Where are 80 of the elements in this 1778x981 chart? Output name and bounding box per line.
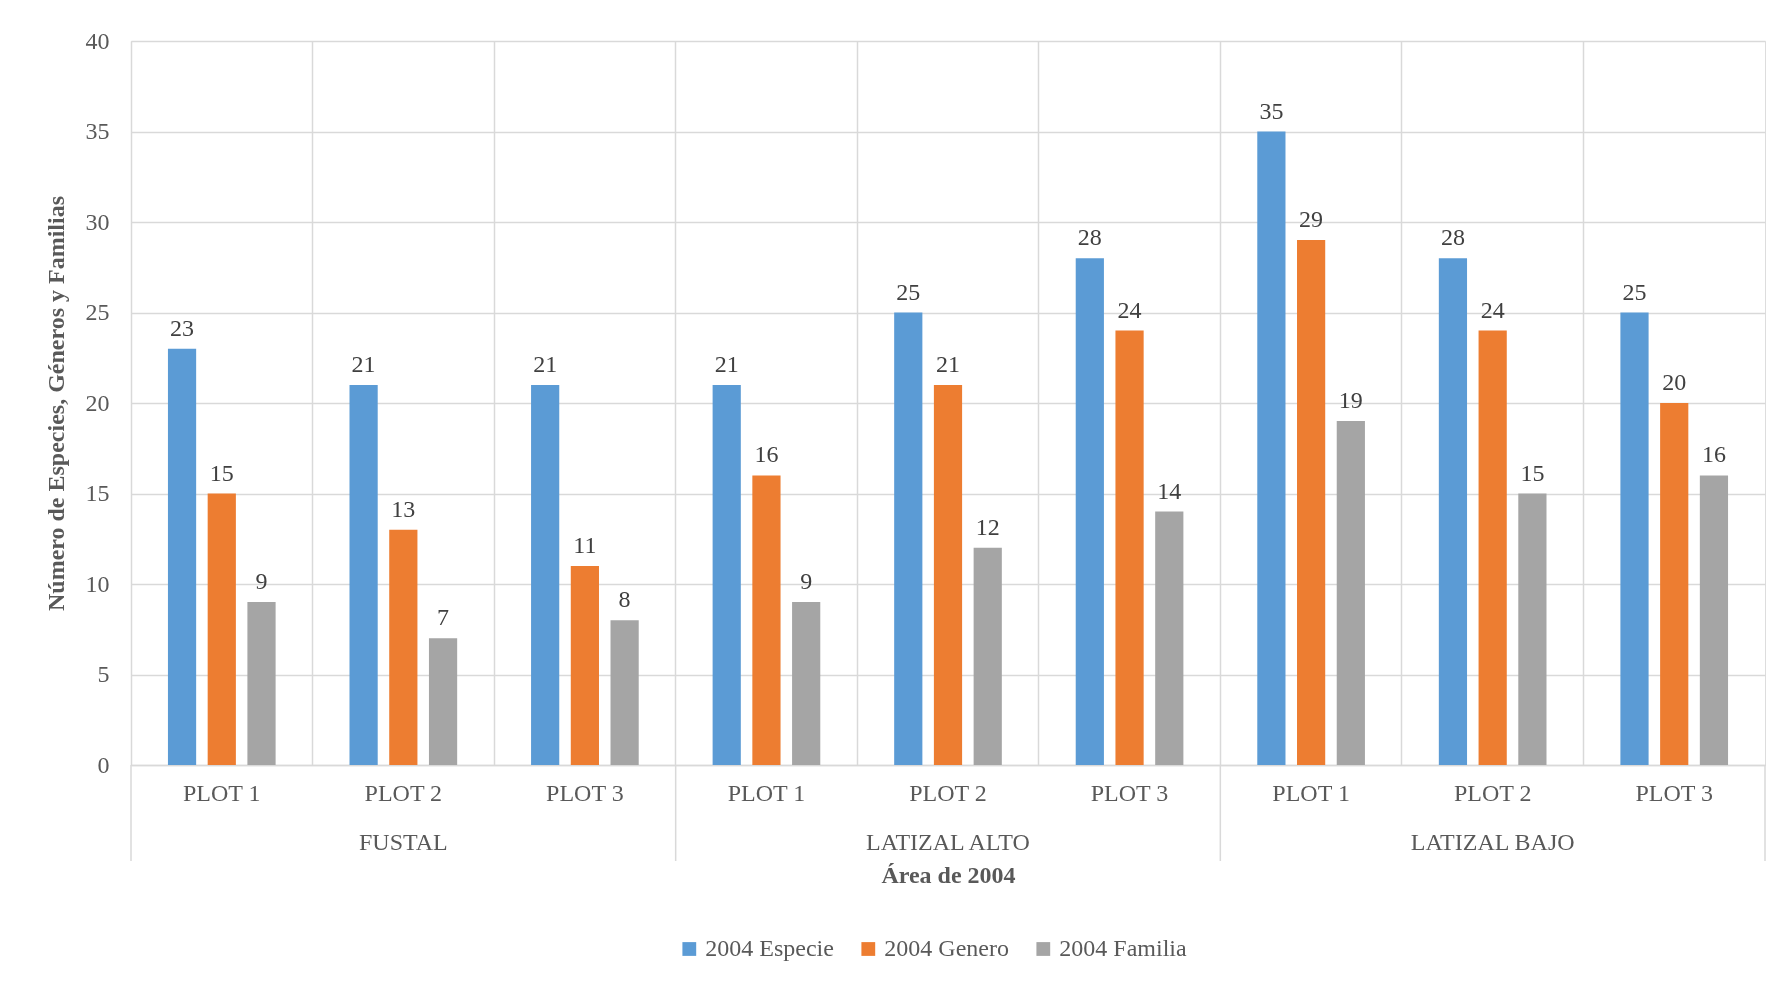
data-label: 20 <box>1662 369 1687 395</box>
data-label: 21 <box>533 350 558 377</box>
x-tick-label: PLOT 3 <box>546 779 624 806</box>
y-tick-label: 40 <box>85 27 110 54</box>
x-axis-title: Área de 2004 <box>881 861 1016 888</box>
bar <box>752 475 781 765</box>
bar <box>973 547 1002 765</box>
y-axis-title: Número de Especies, Géneros y Familias <box>42 195 69 612</box>
legend-label: 2004 Especie <box>705 935 834 961</box>
x-tick-label: PLOT 2 <box>364 779 443 806</box>
x-tick-label: PLOT 3 <box>1635 779 1714 806</box>
data-label: 9 <box>800 568 813 595</box>
text: LATIZAL ALTO <box>866 829 1030 855</box>
bar <box>1478 330 1507 765</box>
y-tick-label: 10 <box>85 570 110 597</box>
bar <box>428 638 458 765</box>
data-label: 25 <box>896 278 921 305</box>
data-label: 28 <box>1440 224 1465 251</box>
bar <box>1155 511 1184 765</box>
bar <box>712 384 741 765</box>
y-tick-label: 35 <box>85 118 110 144</box>
legend-label: 2004 Genero <box>884 935 1009 961</box>
bar <box>894 312 923 765</box>
bar <box>570 565 599 765</box>
legend-label: 2004 Familia <box>1059 935 1187 961</box>
data-label: 25 <box>1622 278 1647 305</box>
y-tick-label: 0 <box>97 751 110 778</box>
y-tick-label: 5 <box>97 661 110 687</box>
data-label: 11 <box>573 531 597 558</box>
y-tick-label: 20 <box>85 389 110 416</box>
data-label: 23 <box>170 314 195 341</box>
data-label: 19 <box>1338 387 1363 414</box>
bar <box>167 348 197 765</box>
bar <box>349 384 378 765</box>
y-tick-label: 15 <box>85 480 110 506</box>
bar <box>1699 475 1729 765</box>
y-tick-label: 25 <box>85 299 110 325</box>
data-label: 16 <box>754 441 779 468</box>
text: LATIZAL BAJO <box>1410 829 1575 855</box>
x-tick-label: PLOT 1 <box>1272 779 1350 806</box>
x-tick-label: PLOT 1 <box>182 779 261 806</box>
bar <box>389 529 418 765</box>
bar <box>1115 330 1144 765</box>
bar <box>1660 403 1689 765</box>
data-label: 12 <box>975 513 1000 540</box>
x-tick-label: PLOT 2 <box>909 779 987 806</box>
data-label: 16 <box>1701 441 1726 468</box>
bar <box>1297 240 1326 765</box>
data-label: 8 <box>618 586 631 613</box>
data-label: 9 <box>255 568 268 595</box>
bar <box>933 384 963 765</box>
data-label: 13 <box>391 495 416 522</box>
bar <box>610 620 639 765</box>
bar <box>792 602 821 765</box>
bar <box>1257 131 1286 765</box>
bar <box>207 493 236 765</box>
bar <box>1620 312 1649 765</box>
bar <box>531 384 560 765</box>
data-label: 21 <box>714 350 739 377</box>
data-label: 29 <box>1299 206 1324 233</box>
data-label: 21 <box>351 350 376 377</box>
data-label: 28 <box>1077 224 1102 251</box>
data-label: 24 <box>1117 296 1142 323</box>
bar <box>1075 258 1104 765</box>
data-label: 15 <box>1520 459 1545 486</box>
bar <box>1336 421 1365 765</box>
x-tick-label: PLOT 2 <box>1453 779 1532 806</box>
x-tick-label: PLOT 3 <box>1090 779 1169 806</box>
text: FUSTAL <box>358 829 448 855</box>
data-label: 24 <box>1480 296 1505 323</box>
data-label: 14 <box>1157 477 1182 504</box>
data-label: 7 <box>437 604 450 631</box>
bar <box>247 602 276 765</box>
bar <box>1518 493 1547 765</box>
y-tick-label: 30 <box>85 208 110 235</box>
data-label: 35 <box>1259 97 1284 124</box>
bar <box>1438 258 1468 765</box>
x-tick-label: PLOT 1 <box>727 779 806 806</box>
data-label: 15 <box>209 459 234 486</box>
data-label: 21 <box>936 350 960 377</box>
